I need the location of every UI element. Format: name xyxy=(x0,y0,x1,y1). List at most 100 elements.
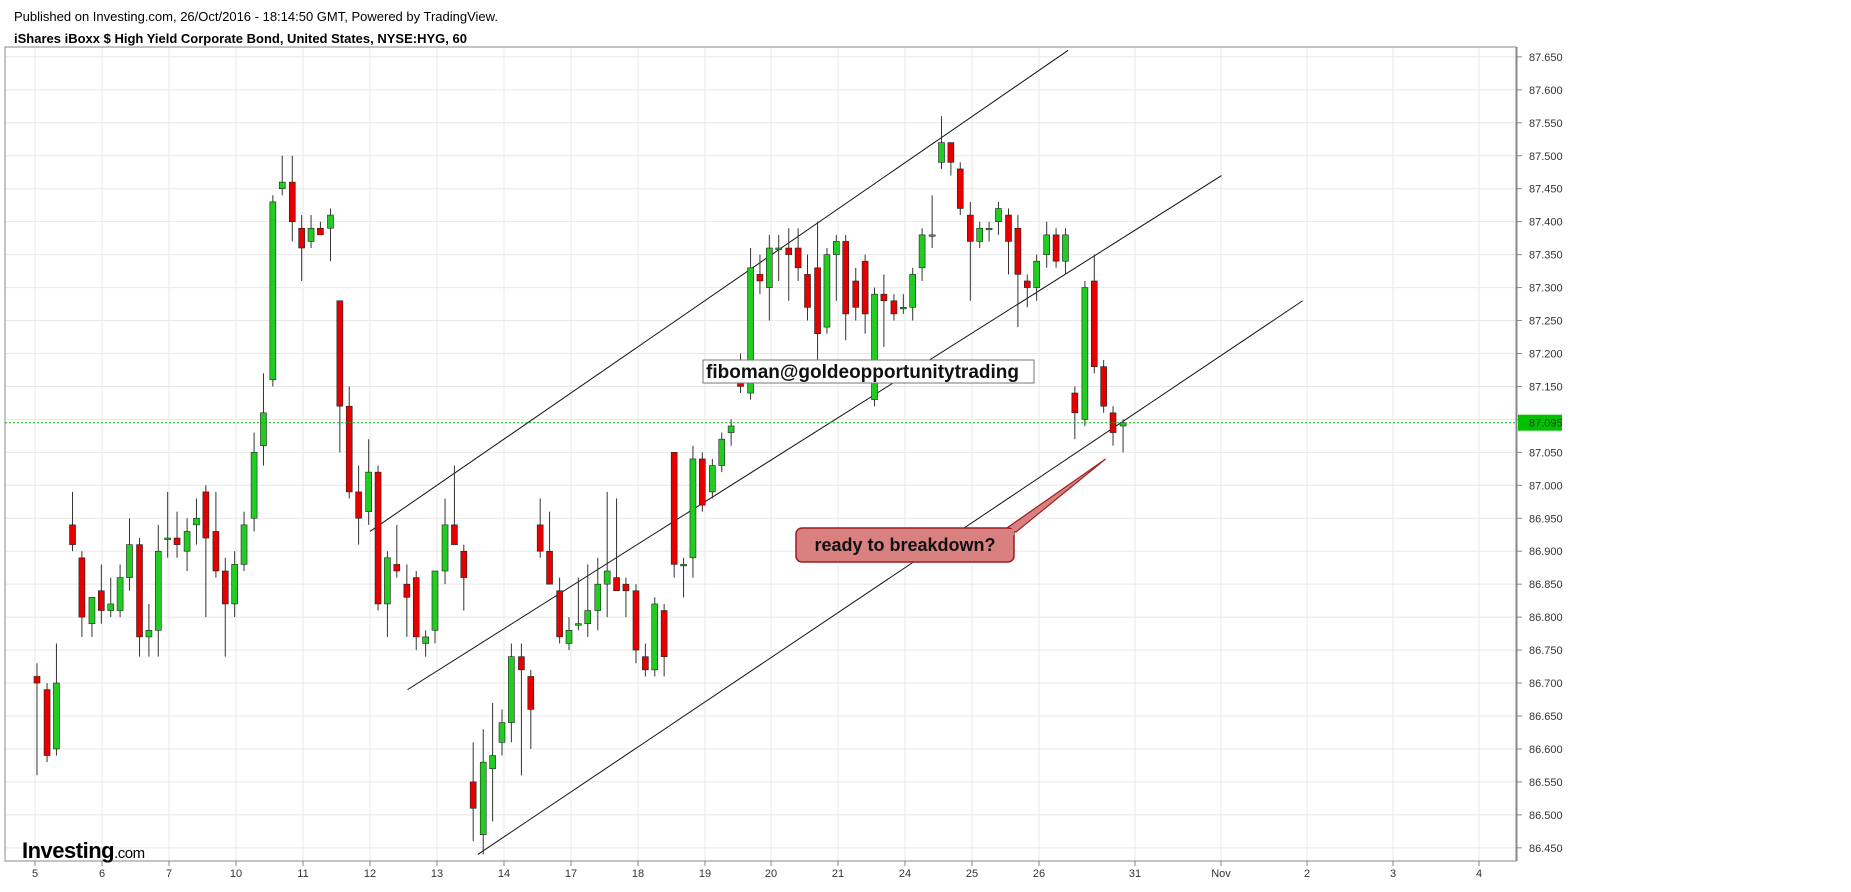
candle xyxy=(221,557,229,657)
price-tick-label: 87.350 xyxy=(1529,250,1563,262)
candle xyxy=(518,643,525,776)
time-tick-label: 18 xyxy=(632,868,644,880)
candle-body xyxy=(154,550,162,631)
candles xyxy=(33,116,1127,855)
plot-frame xyxy=(4,46,1517,862)
candle-body xyxy=(660,610,668,657)
candle-body xyxy=(88,597,96,625)
candle xyxy=(260,373,267,466)
candle xyxy=(976,221,984,249)
candle xyxy=(842,234,850,341)
candle xyxy=(871,287,878,407)
candle-body xyxy=(202,491,210,539)
candle-body xyxy=(1062,234,1069,262)
candle-body xyxy=(518,656,525,671)
candle xyxy=(928,195,936,249)
price-tick-label: 87.000 xyxy=(1529,480,1563,492)
candle-body xyxy=(98,590,105,611)
candle-body xyxy=(278,181,286,190)
candle-body xyxy=(136,544,143,638)
price-tick-label: 86.600 xyxy=(1529,744,1563,756)
time-tick-label: 7 xyxy=(166,868,172,880)
candle-body xyxy=(900,307,907,310)
candle-body xyxy=(956,168,964,209)
candle-body xyxy=(43,689,51,756)
price-tick-label: 86.900 xyxy=(1529,546,1563,558)
candle xyxy=(556,577,563,644)
price-tick-label: 87.300 xyxy=(1529,283,1563,295)
candle xyxy=(603,491,611,618)
candle xyxy=(1081,280,1089,426)
candle-body xyxy=(527,676,535,710)
candle xyxy=(479,729,487,855)
current-price-tag xyxy=(1518,414,1562,431)
time-tick-label: 31 xyxy=(1129,868,1141,880)
published-info: Published on Investing.com, 26/Oct/2016 … xyxy=(14,9,498,24)
candle-body xyxy=(947,142,955,163)
candle-body xyxy=(642,656,649,671)
candle-body xyxy=(709,465,716,493)
candle-body xyxy=(69,524,76,545)
candle-body xyxy=(680,564,687,567)
candle-body xyxy=(317,227,324,236)
candle xyxy=(670,452,678,578)
candle-body xyxy=(556,590,563,638)
symbol-title: iShares iBoxx $ High Yield Corporate Bon… xyxy=(14,31,467,46)
candle-body xyxy=(374,471,382,605)
price-tick-label: 87.450 xyxy=(1529,184,1563,196)
candle xyxy=(298,215,305,281)
candle xyxy=(1090,254,1098,374)
candle xyxy=(460,544,468,611)
candle-body xyxy=(632,590,640,651)
time-tick-label: 26 xyxy=(1033,868,1045,880)
candle-body xyxy=(451,524,458,545)
candle-body xyxy=(107,603,115,611)
candle-body xyxy=(1052,234,1060,262)
candle-body xyxy=(126,544,133,578)
candle-body xyxy=(613,577,620,592)
candle-body xyxy=(1090,280,1098,367)
candle xyxy=(107,577,115,618)
candle-body xyxy=(403,583,411,598)
candle-body xyxy=(145,630,153,638)
candle xyxy=(288,155,296,242)
trendline xyxy=(369,49,1069,532)
candle-body xyxy=(212,531,220,572)
candle-body xyxy=(431,570,439,631)
candle xyxy=(527,669,535,749)
candle-body xyxy=(785,247,793,255)
time-tick-label: 6 xyxy=(99,868,105,880)
candle xyxy=(660,603,668,677)
candle-body xyxy=(460,550,468,578)
candle-body xyxy=(938,142,945,163)
candle xyxy=(909,267,917,321)
candle-body xyxy=(747,267,754,394)
candle xyxy=(727,419,735,446)
candle xyxy=(956,162,964,216)
candle-body xyxy=(766,247,773,288)
time-tick-label: 10 xyxy=(230,868,242,880)
candle xyxy=(584,564,592,637)
candle-body xyxy=(221,570,229,605)
candle xyxy=(546,511,553,585)
candle xyxy=(565,617,573,651)
candle xyxy=(967,201,974,301)
candle xyxy=(498,709,506,756)
candle xyxy=(1100,360,1107,413)
time-tick-label: 24 xyxy=(899,868,911,880)
time-tick-label: 2 xyxy=(1304,868,1310,880)
candle-body xyxy=(871,293,878,400)
candle-body xyxy=(995,208,1002,222)
callout-joint xyxy=(1000,529,1014,535)
candle xyxy=(622,577,630,618)
candle xyxy=(718,432,726,473)
candle xyxy=(823,248,831,334)
candle xyxy=(441,498,449,585)
candle xyxy=(1119,419,1127,453)
candle xyxy=(575,577,582,631)
candle xyxy=(1033,254,1040,301)
candle xyxy=(775,234,783,281)
candle-body xyxy=(1071,392,1079,414)
price-tick-label: 87.200 xyxy=(1529,348,1563,360)
candle-body xyxy=(298,227,305,249)
